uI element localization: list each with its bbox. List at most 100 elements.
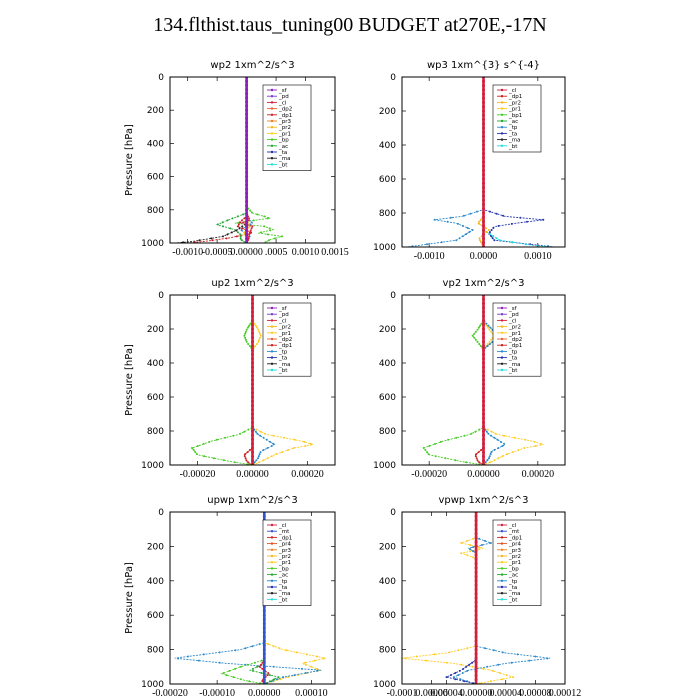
series-point-mt [262,652,266,656]
series-point-ta [468,663,471,666]
y-tick-label: 1000 [141,461,164,471]
series-point-bp [263,215,266,218]
series-point-cl [474,583,478,587]
y-tick-label: 400 [147,139,164,149]
legend-swatch-dot [270,319,274,322]
series-point-tp [234,649,237,652]
legend-swatch-dot [270,356,274,359]
series-point-pr1 [482,667,485,670]
series-point-cl [482,232,485,236]
series-point-tp [186,655,189,658]
plot-frame [169,294,336,466]
series-point-sf [245,104,249,108]
series-point-pr1 [503,434,506,437]
y-tick-label: 200 [379,107,396,117]
y-tick-label: 0 [158,291,164,301]
x-tick-label: -0.0001 [387,688,418,699]
legend-entry: _bt [278,162,288,168]
series-point-cl [474,592,478,596]
series-point-ta [454,678,457,681]
series-point-cl [248,217,250,220]
series-point-bp [477,326,480,329]
series-point-cl [474,536,478,540]
legend-entry: _pr3 [278,548,292,554]
series-point-sf [245,224,249,228]
legend-entry: _ta [508,356,517,362]
series-point-bp [224,436,226,439]
legend-entry: _pd [278,312,289,318]
series-point-bp [281,235,283,238]
series-point-pr1 [492,669,495,672]
legend-entry: _dp2 [508,337,522,343]
series-point-cl [482,399,485,403]
series-point-tp [197,659,200,662]
series-point-tp [484,539,486,542]
series-point-sf [245,162,249,166]
legend-swatch-dot [270,144,274,147]
series-point-cl [248,231,251,234]
series-point-cl [251,302,254,305]
legend-swatch-dot [500,542,504,545]
legend-entry: _ma [278,156,290,162]
panel-title: vpwp 1xm^2/s^3 [438,495,528,506]
series-point-pr1 [287,449,289,451]
series-point-cl [482,101,485,104]
y-axis-label: Pressure [hPa] [124,562,135,634]
series-point-ac [236,215,239,218]
series-point-sf [245,141,249,145]
series-point-cl [251,225,254,228]
legend-swatch-dot [500,530,504,533]
y-tick-label: 1000 [141,239,164,249]
series-point-pr1 [490,330,493,333]
x-tick-label: 0.00004 [489,688,522,699]
y-tick-label: 0 [390,291,396,301]
series-point-cl [482,459,485,463]
series-point-cl [482,421,485,424]
series-point-cl [482,139,485,143]
legend-entry: _dp1 [278,113,292,119]
series-point-cl [474,656,478,660]
x-tick-label: 0.00020 [291,469,324,480]
series-point-bp [244,330,247,333]
series-point-bp [474,330,477,333]
series-point-pr1 [490,430,493,433]
series-point-tp [534,655,537,658]
legend-entry: _dp1 [278,343,292,349]
series-point-cl [482,173,485,177]
legend-swatch-dot [500,573,504,576]
legend-swatch-dot [270,107,274,110]
series-point-pr2 [484,227,487,229]
legend-entry: _ma [508,362,520,368]
series-point-tp [177,657,180,660]
series-point-pr1 [256,326,259,329]
series-point-tp [270,445,273,447]
series-point-dp1 [237,223,240,226]
figure-title: 134.flthist.taus_tuning00 BUDGET at270E,… [153,14,547,36]
series-point-mt [262,635,266,639]
series-point-pr1 [493,459,496,462]
series-point-cl [482,198,485,202]
series-point-dp1 [480,449,483,451]
plot-frame [169,511,336,685]
series-point-cl [474,557,478,561]
series-point-pr1 [258,330,261,333]
y-tick-label: 0 [158,508,164,518]
series-point-cl [482,365,485,369]
series-point-pr1 [279,678,282,681]
series-point-cl [482,211,485,215]
legend-swatch-dot [500,331,504,334]
legend-entry: _pr1 [508,560,521,566]
series-point-cl [251,429,254,433]
series-point-bp [249,322,252,325]
panel-5: upwp 1xm^2/s^3 0 200 400 600 800 1000 Pressure … [124,495,336,699]
series-point-tp [262,436,265,439]
panel-6: vpwp 1xm^2/s^302004006008001000-0.00010.… [373,495,581,699]
panel-title: wp2 1xm^2/s^3 [210,60,294,71]
series-point-cl [474,665,478,669]
series-point-cl [482,152,485,155]
series-point-mt [262,656,266,660]
series-point-cl [482,361,485,365]
series-point-cl [474,648,478,652]
series-point-tp [489,326,492,329]
series-point-bp [228,669,231,672]
